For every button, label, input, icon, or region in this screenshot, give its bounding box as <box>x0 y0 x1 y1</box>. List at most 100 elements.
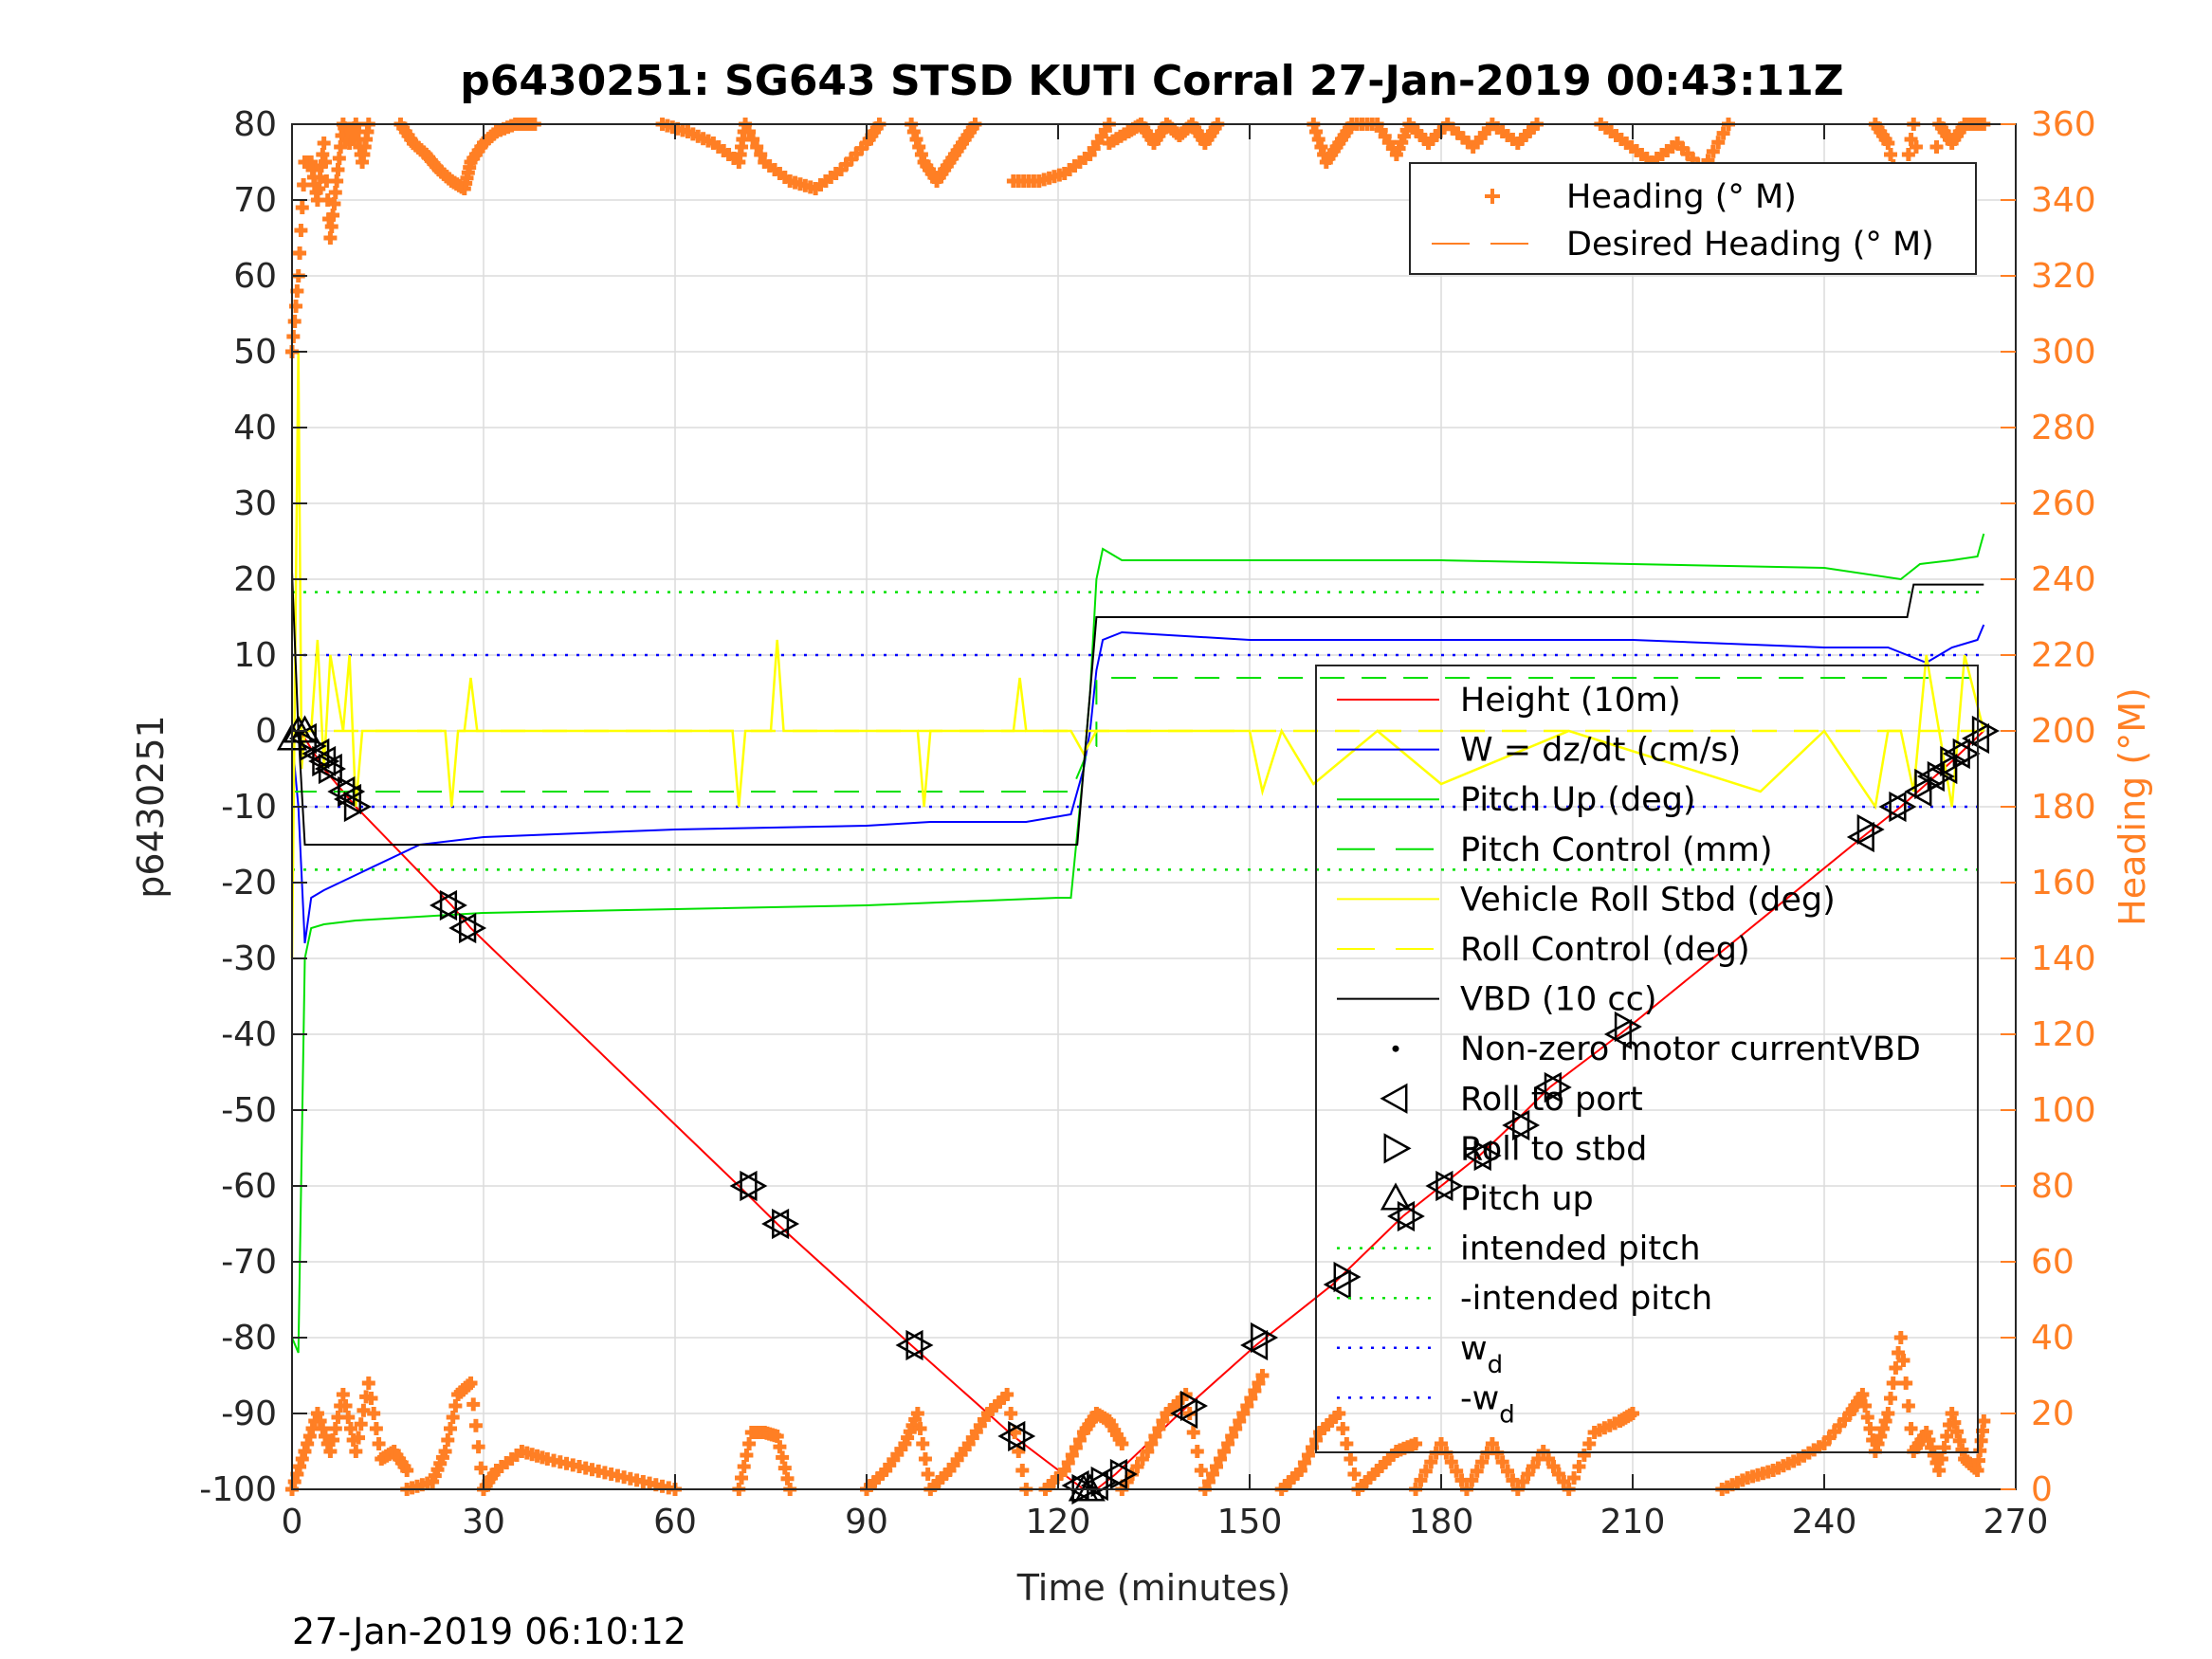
heading-point <box>742 1437 757 1450</box>
pitch-up-marker <box>289 715 320 743</box>
roll-port-marker <box>729 1170 758 1202</box>
heading-point <box>1856 1388 1870 1401</box>
y-tick-label: 50 <box>233 333 277 372</box>
roll-stbd-marker <box>439 889 467 921</box>
heading-point <box>780 1471 795 1486</box>
x-tick-label: 30 <box>462 1503 505 1541</box>
legend-main-label-text: w <box>1460 1330 1488 1368</box>
heading-point <box>361 1376 375 1390</box>
heading-point <box>770 1430 784 1443</box>
heading-point <box>1465 1473 1479 1487</box>
heading-point <box>1072 1433 1087 1447</box>
legend-main-label: Roll to stbd <box>1460 1130 1647 1168</box>
marker-layer <box>276 715 2000 1505</box>
heading-point <box>297 178 311 191</box>
x-tick-label: 270 <box>1983 1503 2049 1541</box>
heading-point <box>302 1430 317 1443</box>
heading-point <box>1293 1464 1307 1477</box>
heading-point <box>331 163 345 176</box>
heading-point <box>441 1433 455 1447</box>
heading-point <box>913 1422 927 1435</box>
heading-point <box>1626 1407 1639 1420</box>
chart-title: p6430251: SG643 STSD KUTI Corral 27-Jan-… <box>460 57 1843 105</box>
roll-port-marker <box>1929 753 1958 785</box>
heading-point <box>1424 1455 1438 1469</box>
x-tick-label: 90 <box>845 1503 888 1541</box>
heading-point <box>1221 1437 1235 1450</box>
legend-main-label: Roll Control (deg) <box>1460 931 1750 969</box>
series-pitch-control-mm- <box>292 677 1984 793</box>
heading-point <box>1950 1425 1965 1439</box>
heading-point <box>1526 1460 1540 1473</box>
heading-point <box>352 1431 366 1445</box>
heading-point <box>1156 1414 1170 1428</box>
heading-point <box>364 1392 378 1405</box>
heading-point <box>1871 1437 1885 1450</box>
heading-point <box>1255 1369 1270 1382</box>
heading-point <box>343 1422 357 1435</box>
heading-point <box>1860 1411 1874 1424</box>
heading-point <box>742 125 757 138</box>
heading-point <box>1516 1475 1530 1488</box>
y2-tick-label: 260 <box>2031 484 2096 523</box>
heading-point <box>1057 1464 1071 1477</box>
heading-point <box>286 330 301 343</box>
roll-stbd-marker <box>772 1208 800 1240</box>
y-tick-label: 30 <box>233 484 277 523</box>
heading-point <box>323 1445 338 1458</box>
y-tick-label: -40 <box>221 1015 277 1054</box>
heading-point <box>750 140 764 154</box>
heading-point <box>438 1445 452 1458</box>
heading-point <box>1501 1464 1515 1478</box>
y-tick-label: -80 <box>221 1319 277 1358</box>
roll-stbd-marker <box>740 1170 768 1202</box>
legend-main-label-subscript: d <box>1488 1351 1504 1379</box>
heading-point <box>468 1418 483 1432</box>
heading-point <box>1336 1422 1350 1435</box>
y-axis-label: p6430251 <box>130 715 172 898</box>
heading-point <box>336 1388 350 1401</box>
roll-port-marker <box>1323 1268 1351 1301</box>
heading-point <box>1896 1354 1910 1367</box>
heading-point <box>1141 1445 1155 1458</box>
heading-point <box>327 197 341 210</box>
heading-point <box>328 186 342 199</box>
heading-point <box>1244 1392 1258 1405</box>
heading-point <box>313 1414 327 1428</box>
roll-stbd-marker <box>1251 1322 1279 1354</box>
heading-point <box>1340 1437 1354 1450</box>
heading-point <box>1542 1452 1556 1466</box>
heading-point <box>295 201 309 214</box>
heading-point <box>1952 1433 1966 1448</box>
heading-point <box>918 1452 932 1466</box>
heading-point <box>776 1450 790 1465</box>
heading-point <box>326 1433 340 1447</box>
roll-stbd-marker <box>1179 1390 1208 1422</box>
heading-point <box>1485 1437 1499 1450</box>
series-layer <box>290 351 1985 1490</box>
y-tick-label: 0 <box>255 712 277 751</box>
heading-point <box>906 125 921 138</box>
roll-port-marker <box>448 912 477 944</box>
heading-point <box>1947 1415 1962 1430</box>
legend-main-label: Roll to port <box>1460 1081 1643 1119</box>
heading-point <box>777 1461 792 1475</box>
heading-point <box>1418 1464 1433 1478</box>
heading-point <box>287 1475 302 1488</box>
y-tick-label: -100 <box>199 1470 277 1509</box>
heading-point <box>326 209 340 222</box>
axes: 0 30 60 90 120 150 180 210 240 270 -100-90-80-70-… <box>130 105 2153 1609</box>
heading-point <box>287 315 302 328</box>
legend-main-label: Pitch Up (deg) <box>1460 781 1696 819</box>
x-tick-label: 210 <box>1600 1503 1666 1541</box>
heading-point <box>740 1449 754 1462</box>
heading-point <box>1929 140 1944 154</box>
heading-point <box>1889 1361 1903 1375</box>
heading-point <box>1311 133 1325 146</box>
heading-point <box>1344 1452 1358 1466</box>
roll-port-marker <box>1962 722 1990 755</box>
heading-point <box>354 1417 368 1431</box>
roll-stbd-marker <box>1333 1261 1362 1293</box>
roll-stbd-marker <box>1435 1170 1464 1202</box>
